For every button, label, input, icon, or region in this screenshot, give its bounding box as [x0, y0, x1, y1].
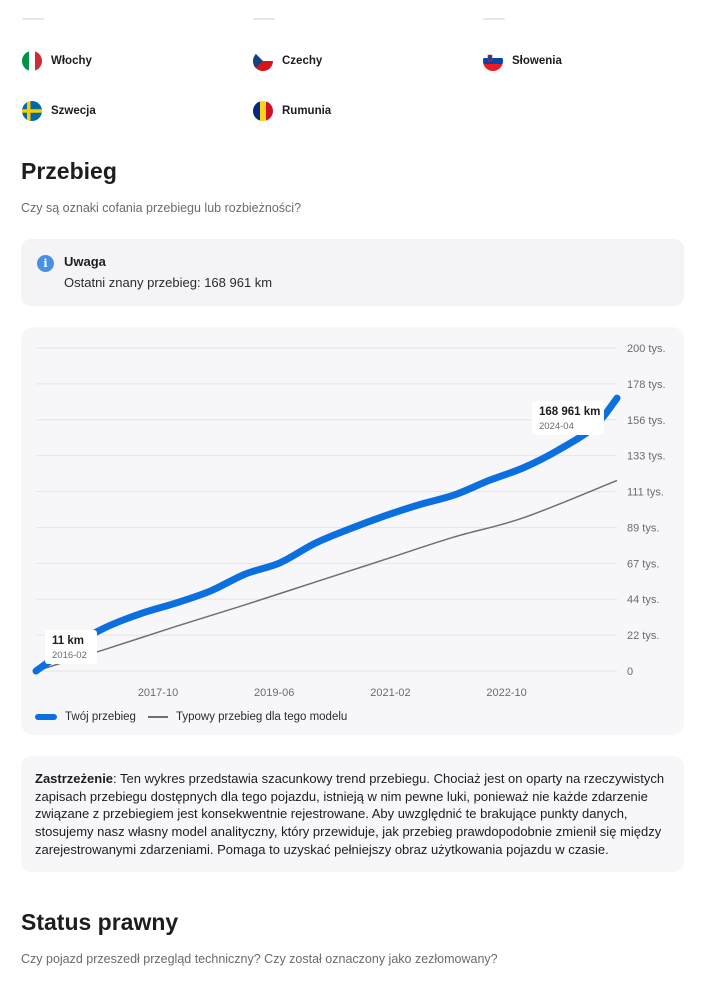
legal-section-subtitle: Czy pojazd przeszedł przegląd techniczny… [21, 952, 498, 966]
country-name: Słowenia [512, 55, 562, 67]
annotation-latest-value: 168 961 km [539, 406, 600, 418]
x-tick-label: 2022-10 [486, 687, 526, 699]
country-item-czech: Czechy [253, 51, 322, 71]
x-tick-label: 2019-06 [254, 687, 294, 699]
mileage-section-subtitle: Czy są oznaki cofania przebiegu lub rozb… [21, 201, 302, 215]
legend-swatch-your-mileage [35, 714, 57, 720]
country-name: Rumunia [282, 105, 332, 117]
country-name: Szwecja [51, 105, 96, 117]
country-item-romania: Rumunia [253, 101, 331, 121]
y-tick-label: 44 tys. [627, 594, 659, 606]
legend-label-typical-mileage: Typowy przebieg dla tego modelu [175, 711, 348, 723]
disclaimer-label: Zastrzeżenie [35, 771, 114, 786]
y-tick-label: 200 tys. [627, 343, 666, 355]
country-item-sweden: Szwecja [22, 101, 96, 121]
notice-text: Ostatni znany przebieg: 168 961 km [64, 275, 273, 290]
disclaimer-body: : Ten wykres przedstawia szacunkowy tren… [35, 771, 665, 857]
x-tick-label: 2021-02 [370, 687, 410, 699]
previous-row-stubs [0, 0, 705, 24]
sweden-flag-icon [22, 101, 42, 121]
disclaimer-text: Zastrzeżenie: Ten wykres przedstawia sza… [35, 770, 675, 859]
y-tick-label: 178 tys. [627, 379, 666, 391]
czech-flag-icon [253, 51, 273, 71]
y-tick-label: 133 tys. [627, 451, 666, 463]
country-item-slovenia: Słowenia [483, 51, 562, 71]
italy-flag-icon [22, 51, 42, 71]
legend-swatch-typical-mileage [147, 716, 168, 718]
y-tick-label: 67 tys. [627, 558, 659, 570]
series-line-typical-mileage [35, 479, 618, 672]
x-tick-label: 2017-10 [138, 687, 178, 699]
annotation-latest-date: 2024-04 [539, 421, 574, 432]
notice-title: Uwaga [64, 254, 106, 269]
row-stub [22, 18, 44, 20]
country-item-italy: Włochy [22, 51, 92, 71]
y-tick-label: 0 [627, 666, 633, 678]
y-tick-label: 89 tys. [627, 522, 659, 534]
y-tick-label: 22 tys. [627, 630, 659, 642]
info-icon: i [37, 255, 54, 272]
y-tick-label: 156 tys. [627, 415, 666, 427]
legal-section-title: Status prawny [21, 909, 179, 935]
row-stub [483, 18, 505, 20]
mileage-chart: 0 22 tys. 44 tys. 67 tys. 89 tys. 111 tys. 133… [32, 343, 666, 699]
annotation-latest-box [532, 401, 604, 435]
mileage-chart-card: 0 22 tys. 44 tys. 67 tys. 89 tys. 111 tys. 133… [21, 327, 684, 735]
annotation-start-value: 11 km [52, 635, 84, 647]
slovenia-flag-icon [483, 51, 503, 71]
country-name: Włochy [51, 55, 92, 67]
country-name: Czechy [282, 55, 323, 67]
row-stub [253, 18, 275, 20]
mileage-notice: i Uwaga Ostatni znany przebieg: 168 961 … [21, 239, 684, 306]
mileage-section-title: Przebieg [21, 158, 117, 184]
series-line-your-mileage [32, 394, 621, 675]
annotation-start-box [45, 630, 97, 664]
chart-legend: Twój przebieg Typowy przebieg dla tego m… [35, 711, 347, 723]
romania-flag-icon [253, 101, 273, 121]
legend-label-your-mileage: Twój przebieg [65, 711, 136, 723]
mileage-disclaimer: Zastrzeżenie: Ten wykres przedstawia sza… [21, 756, 684, 872]
y-tick-label: 111 tys. [627, 487, 664, 499]
annotation-start-date: 2016-02 [52, 650, 87, 661]
